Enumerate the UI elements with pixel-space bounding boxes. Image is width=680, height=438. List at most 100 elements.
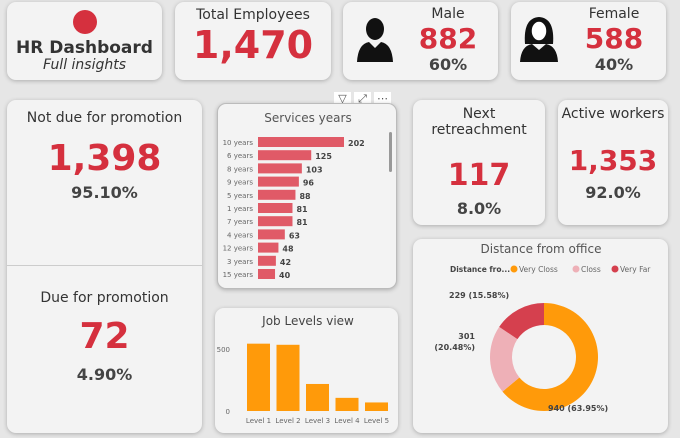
promotion-card: Not due for promotion 1,398 95.10% Due f… <box>7 100 202 433</box>
bar <box>365 402 388 411</box>
data-label: 125 <box>315 152 332 161</box>
total-value: 1,470 <box>192 23 314 67</box>
logo-icon <box>73 10 97 34</box>
female-card: Female 588 40% <box>511 2 666 80</box>
retreat-pct: 8.0% <box>456 199 502 218</box>
data-label: 301 <box>458 332 475 341</box>
category-label: 6 years <box>227 152 253 160</box>
chart-title: Job Levels view <box>261 314 354 328</box>
title-card: HR Dashboard Full insights <box>7 2 162 80</box>
bar <box>258 229 285 240</box>
active-value: 1,353 <box>568 144 658 177</box>
category-label: 1 years <box>227 205 253 213</box>
category-label: Level 5 <box>364 417 389 425</box>
scrollbar <box>389 132 392 172</box>
bar <box>258 150 312 161</box>
bar <box>258 189 296 200</box>
legend-title: Distance fro... <box>450 265 510 274</box>
category-label: 4 years <box>227 231 253 239</box>
more-options-icon[interactable]: ⋯ <box>374 92 391 106</box>
category-label: 3 years <box>227 258 253 266</box>
bar <box>258 255 276 266</box>
bar <box>335 397 359 411</box>
category-label: 8 years <box>227 165 253 173</box>
retreachment-card: Next retreachment 117 8.0% <box>413 100 545 225</box>
data-label: 940 (63.95%) <box>548 404 608 413</box>
services-years-card: Services years 10 years 202 6 years 125 8 yea… <box>217 103 397 289</box>
female-value: 588 <box>584 22 644 55</box>
legend-marker <box>611 265 619 273</box>
not-due-label: Not due for promotion <box>26 110 183 126</box>
female-label: Female <box>588 6 640 22</box>
active-workers-card: Active workers 1,353 92.0% <box>558 100 668 225</box>
not-due-pct: 95.10% <box>71 183 138 202</box>
bar <box>247 343 270 411</box>
filter-icon[interactable]: ▽ <box>334 92 351 106</box>
donut-slice <box>502 303 598 411</box>
donut-slice <box>499 303 544 340</box>
category-label: 12 years <box>223 245 254 253</box>
bar <box>306 383 329 411</box>
due-value: 72 <box>79 316 130 357</box>
legend-label: Very Closs <box>519 265 558 274</box>
category-label: 10 years <box>223 139 254 147</box>
job-levels-chart: Job Levels view 0 500 Level 1 Level 2 Level 3… <box>217 314 389 425</box>
data-label: 103 <box>306 165 323 174</box>
bar <box>258 242 279 253</box>
male-label: Male <box>431 6 465 22</box>
bar <box>276 344 300 411</box>
category-label: Level 2 <box>275 417 300 425</box>
data-label: 88 <box>299 192 311 201</box>
data-label: 48 <box>282 245 294 254</box>
due-pct: 4.90% <box>76 365 133 384</box>
bar <box>258 216 293 227</box>
male-pct: 60% <box>428 55 468 74</box>
total-label: Total Employees <box>196 7 310 23</box>
bar <box>258 203 293 213</box>
data-label: 81 <box>296 218 308 227</box>
focus-mode-icon[interactable]: ⤢ <box>354 92 371 106</box>
job-levels-card: Job Levels view 0 500 Level 1 Level 2 Level 3… <box>215 308 398 433</box>
data-label: 42 <box>280 258 291 267</box>
category-label: Level 1 <box>246 417 271 425</box>
female-person-icon <box>520 17 558 62</box>
data-label: 96 <box>303 179 315 188</box>
active-label: Active workers <box>561 106 665 122</box>
active-pct: 92.0% <box>585 183 641 202</box>
category-label: 15 years <box>223 271 254 279</box>
category-label: 7 years <box>227 218 253 226</box>
data-label: 229 (15.58%) <box>449 291 509 300</box>
legend-label: Closs <box>581 265 601 274</box>
dashboard-title: HR Dashboard <box>16 38 153 58</box>
data-label: 81 <box>296 205 308 214</box>
y-tick-label: 0 <box>226 408 230 416</box>
dashboard-subtitle: Full insights <box>42 57 127 73</box>
retreat-label: Next retreachment <box>431 106 527 138</box>
services-years-chart: Services years 10 years 202 6 years 125 8 yea… <box>223 111 392 280</box>
bar <box>258 163 302 174</box>
data-label: 63 <box>289 231 300 240</box>
y-tick-label: 500 <box>217 346 230 354</box>
retreat-value: 117 <box>447 158 511 193</box>
chart-title: Distance from office <box>481 242 602 256</box>
male-card: Male 882 60% <box>343 2 498 80</box>
distance-chart: Distance from office Distance fro... Very … <box>434 242 651 413</box>
category-label: Level 3 <box>305 417 330 425</box>
divider <box>7 265 202 266</box>
male-person-icon <box>357 18 393 62</box>
data-label: 202 <box>348 139 365 148</box>
donut-slice <box>490 326 520 392</box>
distance-card: Distance from office Distance fro... Very … <box>413 239 668 433</box>
due-label: Due for promotion <box>40 290 169 306</box>
data-label: (20.48%) <box>434 343 475 352</box>
not-due-value: 1,398 <box>47 138 162 179</box>
male-value: 882 <box>418 22 478 55</box>
data-label: 40 <box>279 271 291 280</box>
legend-marker <box>510 265 518 273</box>
category-label: 5 years <box>227 192 253 200</box>
female-pct: 40% <box>594 55 634 74</box>
category-label: Level 4 <box>334 417 360 425</box>
total-employees-card: Total Employees 1,470 <box>175 2 331 80</box>
chart-title: Services years <box>264 111 351 125</box>
visual-header: ▽ ⤢ ⋯ <box>334 92 391 106</box>
